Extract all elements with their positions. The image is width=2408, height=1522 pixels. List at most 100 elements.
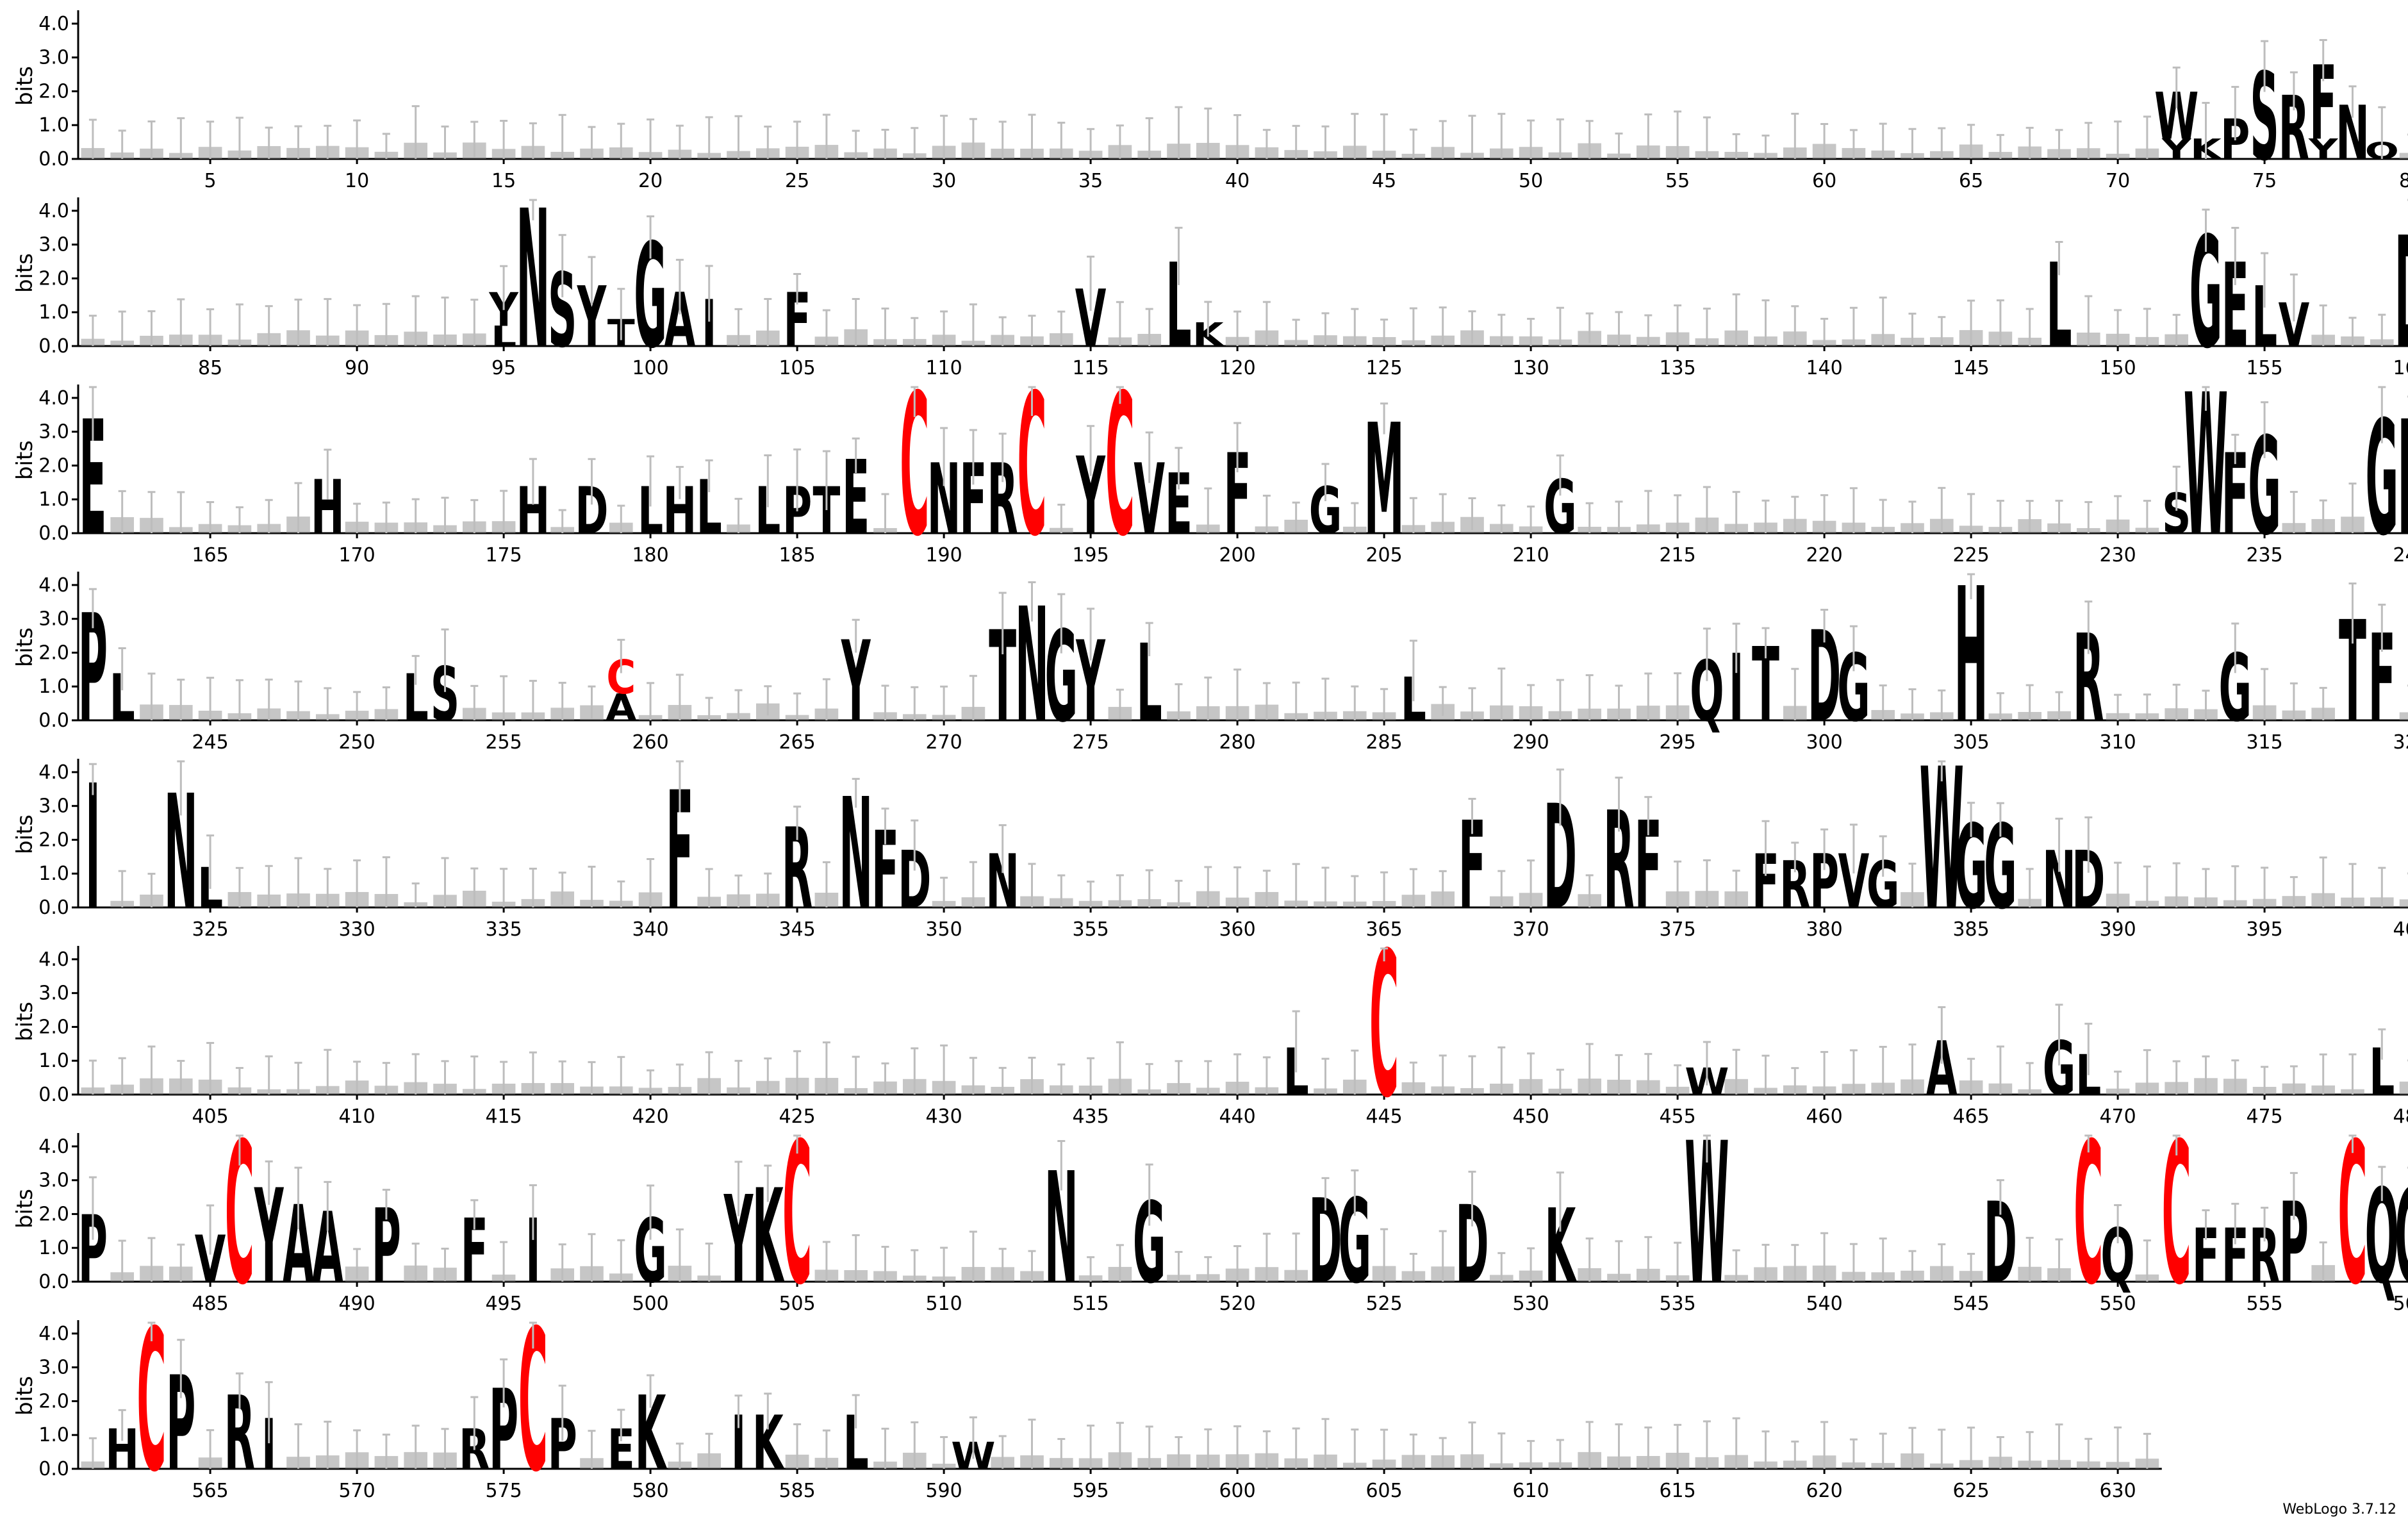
x-tick-label: 205 — [1365, 544, 1402, 567]
x-tick-label: 460 — [1806, 1105, 1842, 1128]
x-tick-label: 435 — [1072, 1105, 1109, 1128]
logo-letter: Y — [2308, 133, 2339, 166]
x-tick-label: 305 — [1952, 731, 1989, 754]
logo-letter: I — [85, 749, 100, 948]
y-tick-label: 4.0 — [38, 574, 69, 597]
logo-letter: I — [1729, 636, 1744, 743]
x-tick-label: 590 — [925, 1480, 962, 1502]
y-tick-label: 1.0 — [38, 301, 69, 324]
x-tick-label: 595 — [1072, 1480, 1109, 1502]
x-tick-label: 375 — [1659, 918, 1695, 941]
logo-letter: A — [606, 686, 637, 729]
y-axis-label: bits — [12, 440, 38, 480]
x-tick-label: 40 — [1225, 170, 1249, 192]
x-tick-label: 445 — [1365, 1105, 1402, 1128]
y-tick-label: 2.0 — [38, 641, 69, 664]
x-tick-label: 65 — [1959, 170, 1983, 192]
y-tick-label: 3.0 — [38, 1170, 69, 1192]
y-tick-label: 4.0 — [38, 761, 69, 784]
y-tick-label: 2.0 — [38, 80, 69, 103]
y-tick-label: 0.0 — [38, 709, 69, 732]
y-tick-label: 4.0 — [38, 200, 69, 222]
y-tick-label: 1.0 — [38, 488, 69, 511]
x-tick-label: 580 — [632, 1480, 668, 1502]
x-tick-label: 400 — [2393, 918, 2408, 941]
x-tick-label: 90 — [345, 357, 369, 379]
y-axis-label: bits — [12, 66, 38, 106]
x-tick-label: 335 — [485, 918, 522, 941]
logo-letter: I — [731, 1400, 746, 1486]
x-tick-label: 135 — [1659, 357, 1695, 379]
logo-letter: I — [525, 1201, 540, 1303]
x-tick-label: 560 — [2393, 1293, 2408, 1315]
x-tick-label: 555 — [2246, 1293, 2282, 1315]
x-tick-label: 150 — [2099, 357, 2136, 379]
x-tick-label: 140 — [1806, 357, 1842, 379]
x-tick-label: 275 — [1072, 731, 1109, 754]
x-tick-label: 440 — [1219, 1105, 1255, 1128]
logo-letter: G — [2395, 1162, 2408, 1313]
x-tick-label: 75 — [2252, 170, 2277, 192]
x-tick-label: 215 — [1659, 544, 1695, 567]
x-tick-label: 105 — [779, 357, 815, 379]
x-tick-label: 500 — [632, 1293, 668, 1315]
x-tick-label: 370 — [1512, 918, 1549, 941]
y-tick-label: 0.0 — [38, 1084, 69, 1106]
y-tick-label: 4.0 — [38, 387, 69, 409]
x-tick-label: 110 — [925, 357, 962, 379]
y-axis-label: bits — [12, 1376, 38, 1416]
x-tick-label: 300 — [1806, 731, 1842, 754]
x-tick-label: 170 — [338, 544, 375, 567]
y-tick-label: 4.0 — [38, 1323, 69, 1345]
x-tick-label: 160 — [2393, 357, 2408, 379]
x-tick-label: 250 — [338, 731, 375, 754]
y-axis-label: bits — [12, 1002, 38, 1041]
x-tick-label: 85 — [198, 357, 222, 379]
x-tick-label: 60 — [1812, 170, 1836, 192]
y-tick-label: 2.0 — [38, 454, 69, 477]
y-tick-label: 0.0 — [38, 1458, 69, 1480]
x-tick-label: 535 — [1659, 1293, 1695, 1315]
x-tick-label: 195 — [1072, 544, 1109, 567]
x-tick-label: 45 — [1372, 170, 1396, 192]
x-tick-label: 420 — [632, 1105, 668, 1128]
y-tick-label: 0.0 — [38, 522, 69, 545]
x-tick-label: 295 — [1659, 731, 1695, 754]
x-tick-label: 180 — [632, 544, 668, 567]
logo-letter: L — [491, 320, 516, 353]
x-tick-label: 20 — [638, 170, 663, 192]
logo-row-6: bits 0.0 1.0 2.0 3.0 4.0 405 410 415 420 425 430 435… — [12, 910, 2408, 1142]
y-tick-label: 0.0 — [38, 1271, 69, 1293]
y-tick-label: 4.0 — [38, 13, 69, 35]
x-tick-label: 410 — [338, 1105, 375, 1128]
x-tick-label: 310 — [2099, 731, 2136, 754]
x-tick-label: 510 — [925, 1293, 962, 1315]
logo-letter: Y — [2161, 133, 2192, 166]
x-tick-label: 625 — [1952, 1480, 1989, 1502]
x-tick-label: 480 — [2393, 1105, 2408, 1128]
x-tick-label: 125 — [1365, 357, 1402, 379]
x-tick-label: 165 — [192, 544, 228, 567]
low-info-stack — [2399, 153, 2408, 159]
y-tick-label: 2.0 — [38, 1203, 69, 1225]
x-tick-label: 345 — [779, 918, 815, 941]
x-tick-label: 5 — [204, 170, 217, 192]
x-tick-label: 100 — [632, 357, 668, 379]
y-tick-label: 1.0 — [38, 863, 69, 885]
x-tick-label: 270 — [925, 731, 962, 754]
y-tick-label: 3.0 — [38, 234, 69, 256]
x-tick-label: 50 — [1519, 170, 1543, 192]
logo-letter: C — [1369, 910, 1399, 1142]
x-tick-label: 525 — [1365, 1293, 1402, 1315]
x-tick-label: 155 — [2246, 357, 2282, 379]
x-tick-label: 390 — [2099, 918, 2136, 941]
x-tick-label: 30 — [932, 170, 956, 192]
x-tick-label: 530 — [1512, 1293, 1549, 1315]
x-tick-label: 290 — [1512, 731, 1549, 754]
x-tick-label: 495 — [485, 1293, 522, 1315]
y-tick-label: 3.0 — [38, 795, 69, 818]
x-tick-label: 455 — [1659, 1105, 1695, 1128]
x-tick-label: 285 — [1365, 731, 1402, 754]
